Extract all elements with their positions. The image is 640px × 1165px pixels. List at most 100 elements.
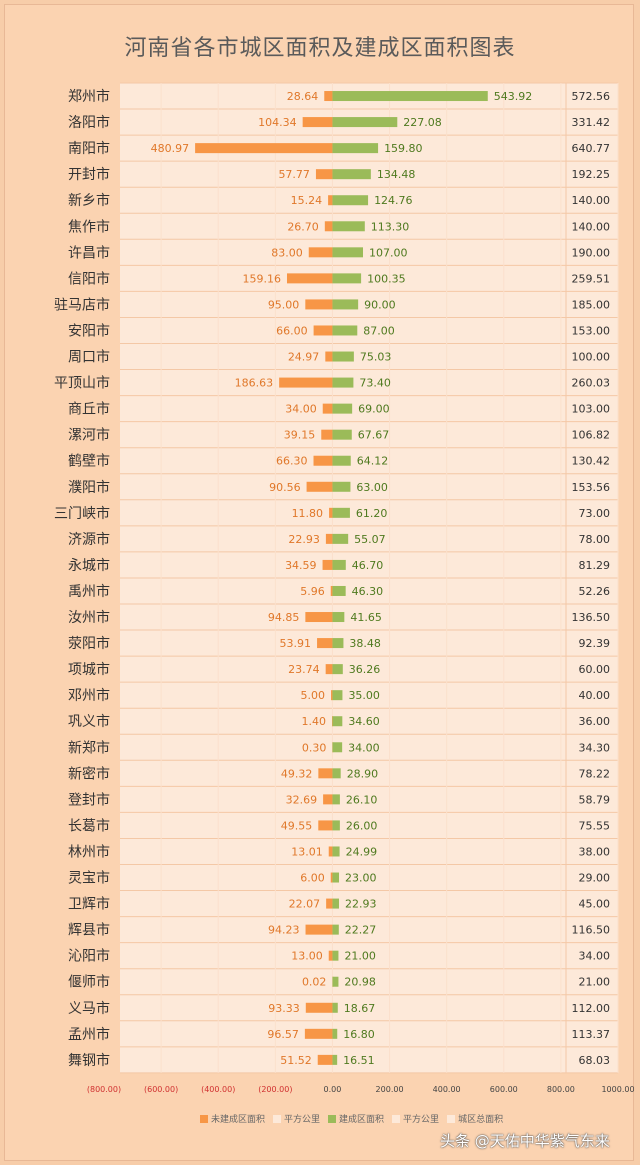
unbuilt-area-bar bbox=[326, 898, 333, 909]
total-area-value: 113.37 bbox=[572, 1028, 611, 1041]
built-area-bar bbox=[332, 559, 346, 570]
unbuilt-area-value: 0.02 bbox=[302, 976, 327, 989]
built-area-bar bbox=[332, 195, 369, 206]
built-area-bar bbox=[332, 976, 339, 987]
unbuilt-area-bar bbox=[329, 507, 333, 518]
legend-label: 平方公里 bbox=[403, 1115, 440, 1125]
total-area-value: 21.00 bbox=[579, 976, 611, 989]
unbuilt-area-bar bbox=[302, 117, 333, 128]
legend-label: 平方公里 bbox=[284, 1115, 321, 1125]
total-area-value: 34.00 bbox=[579, 950, 611, 963]
category-label: 汝州市 bbox=[68, 609, 110, 626]
unbuilt-area-value: 480.97 bbox=[151, 142, 190, 155]
built-area-bar bbox=[332, 221, 365, 232]
built-area-bar bbox=[332, 481, 351, 492]
legend: 未建成区面积 平方公里 建成区面积 平方公里 城区总面积 bbox=[200, 1112, 503, 1125]
built-area-bar bbox=[332, 950, 339, 961]
built-area-bar bbox=[332, 924, 339, 935]
built-area-bar bbox=[332, 117, 398, 128]
built-area-value: 67.67 bbox=[358, 429, 390, 442]
unbuilt-area-bar bbox=[328, 195, 333, 206]
built-area-value: 75.03 bbox=[360, 351, 392, 364]
category-label: 永城市 bbox=[68, 557, 110, 574]
unbuilt-area-value: 93.33 bbox=[268, 1002, 300, 1015]
unbuilt-area-value: 5.96 bbox=[300, 585, 325, 598]
built-area-bar bbox=[332, 585, 346, 596]
built-area-value: 61.20 bbox=[356, 507, 388, 520]
built-area-bar bbox=[332, 794, 340, 805]
built-area-bar bbox=[332, 716, 343, 727]
total-area-value: 103.00 bbox=[572, 403, 611, 416]
unbuilt-area-value: 32.69 bbox=[286, 793, 318, 806]
total-area-value: 34.30 bbox=[579, 741, 611, 754]
unbuilt-area-value: 83.00 bbox=[271, 246, 303, 259]
total-area-value: 153.56 bbox=[572, 481, 611, 494]
category-label: 林州市 bbox=[68, 843, 110, 860]
category-label: 舞钢市 bbox=[68, 1052, 110, 1069]
total-area-value: 640.77 bbox=[572, 142, 611, 155]
watermark: 头条 @天佑中华紫气东来 bbox=[440, 1132, 610, 1150]
built-area-value: 87.00 bbox=[363, 324, 395, 337]
category-label: 义马市 bbox=[68, 1000, 110, 1017]
unbuilt-area-value: 26.70 bbox=[287, 220, 319, 233]
total-area-value: 136.50 bbox=[572, 611, 611, 624]
built-area-value: 24.99 bbox=[346, 845, 378, 858]
unbuilt-area-value: 104.34 bbox=[258, 116, 297, 129]
built-area-bar bbox=[332, 612, 345, 623]
unbuilt-area-value: 22.93 bbox=[288, 533, 320, 546]
unbuilt-area-bar bbox=[286, 273, 333, 284]
legend-item: 平方公里 bbox=[392, 1112, 439, 1125]
unbuilt-area-bar bbox=[313, 325, 333, 336]
legend-item: 平方公里 bbox=[273, 1112, 320, 1125]
unbuilt-area-bar bbox=[322, 559, 333, 570]
built-area-bar bbox=[332, 638, 344, 649]
built-area-bar bbox=[332, 507, 350, 518]
unbuilt-area-bar bbox=[318, 768, 333, 779]
unbuilt-area-bar bbox=[318, 820, 333, 831]
total-area-value: 140.00 bbox=[572, 220, 611, 233]
built-area-bar bbox=[332, 455, 351, 466]
unbuilt-area-bar bbox=[195, 143, 333, 154]
unbuilt-area-bar bbox=[330, 585, 333, 596]
total-area-value: 40.00 bbox=[579, 689, 611, 702]
built-area-value: 21.00 bbox=[344, 950, 376, 963]
category-label: 荥阳市 bbox=[68, 635, 110, 652]
unbuilt-area-value: 51.52 bbox=[280, 1054, 312, 1067]
category-label: 辉县市 bbox=[68, 922, 110, 939]
category-label: 巩义市 bbox=[68, 713, 110, 730]
total-area-value: 68.03 bbox=[579, 1054, 611, 1067]
unbuilt-area-value: 28.64 bbox=[287, 90, 319, 103]
built-area-bar bbox=[332, 768, 341, 779]
x-tick-label: (200.00) bbox=[258, 1085, 292, 1094]
built-area-value: 26.10 bbox=[346, 793, 378, 806]
unbuilt-area-value: 15.24 bbox=[291, 194, 323, 207]
chart-title: 河南省各市城区面积及建成区面积图表 bbox=[124, 36, 516, 61]
unbuilt-area-bar bbox=[330, 872, 333, 883]
x-tick-label: (600.00) bbox=[144, 1085, 178, 1094]
unbuilt-area-bar bbox=[305, 299, 333, 310]
x-tick-label: 1000.00 bbox=[601, 1085, 634, 1094]
unbuilt-area-value: 96.57 bbox=[267, 1028, 299, 1041]
built-area-value: 28.90 bbox=[347, 767, 379, 780]
x-tick-label: 0.00 bbox=[324, 1085, 342, 1094]
x-tick-label: (800.00) bbox=[87, 1085, 121, 1094]
category-label: 洛阳市 bbox=[68, 114, 110, 131]
built-area-bar bbox=[332, 872, 340, 883]
unbuilt-area-value: 57.77 bbox=[278, 168, 310, 181]
category-label: 邓州市 bbox=[68, 687, 110, 704]
category-label: 新密市 bbox=[68, 765, 110, 782]
total-area-value: 112.00 bbox=[572, 1002, 611, 1015]
category-label: 济源市 bbox=[68, 531, 110, 548]
legend-item: 建成区面积 bbox=[328, 1112, 384, 1125]
unbuilt-area-value: 49.32 bbox=[281, 767, 313, 780]
unbuilt-area-bar bbox=[308, 247, 333, 258]
built-area-bar bbox=[332, 690, 343, 701]
category-label: 信阳市 bbox=[68, 270, 110, 287]
total-area-value: 116.50 bbox=[572, 924, 611, 937]
built-area-value: 543.92 bbox=[494, 90, 532, 103]
total-area-value: 29.00 bbox=[579, 872, 611, 885]
unbuilt-area-value: 159.16 bbox=[242, 272, 281, 285]
built-area-bar bbox=[332, 351, 354, 362]
unbuilt-area-value: 13.01 bbox=[291, 845, 323, 858]
